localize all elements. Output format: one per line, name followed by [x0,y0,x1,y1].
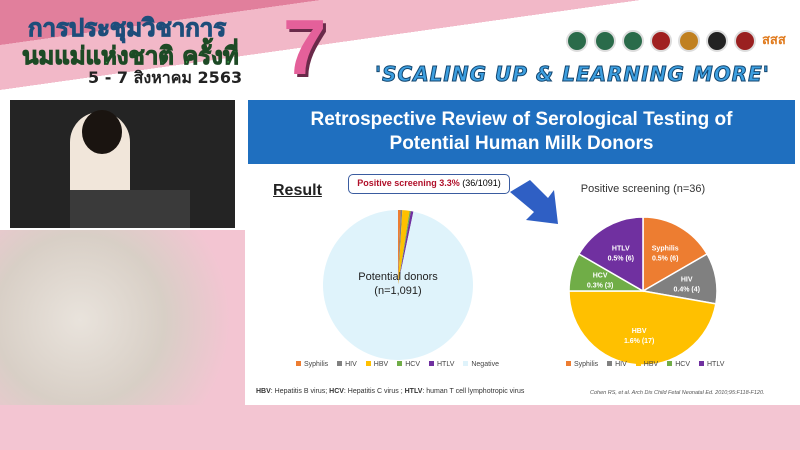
logo-icon [594,30,616,52]
result-heading: Result [273,182,322,199]
legend-swatch [463,361,469,366]
logo-icon [706,30,728,52]
footer-band [0,405,800,450]
slide-title-line2: Potential Human Milk Donors [389,133,654,154]
legend-item: HIV [337,361,357,368]
legend-item: Syphilis [566,361,598,368]
slice-value: 1.6% (17) [624,338,654,345]
banner-date: 5 - 7 สิงหาคม 2563 [88,68,243,87]
legend-item: Negative [463,361,499,368]
slice-label: HTLV [612,246,630,253]
legend-item: Syphilis [296,361,328,368]
pie-center-count: (n=1,091) [374,285,421,297]
left-chart-legend: Syphilis HIV HBV HCV HTLV Negative [296,361,499,368]
charts-svg: Potential donors (n=1,091) Syphilis 0.5% (6… [323,180,718,366]
legend-swatch [337,361,343,366]
speaker-video [10,100,235,228]
callout-count: (36/1091) [459,178,501,188]
banner-tagline: 'SCALING UP & LEARNING MORE' [375,62,770,87]
banner-number: 7 [283,3,327,91]
positive-pie-slice-syphilis [642,216,709,293]
logo-icon [734,30,756,52]
slice-label: HIV [681,276,693,283]
right-chart-title: Positive screening (n=36) [580,183,706,195]
pie-center-label: Potential donors [358,271,438,283]
banner-title-line1: การประชุมวิชาการ [27,14,227,43]
donors-pie-slice-hiv [398,210,403,285]
slice-label: HCV [593,273,608,280]
donors-pie-slice-htlv [398,211,414,285]
legend-item: HCV [397,361,420,368]
logo-icon [650,30,672,52]
legend-swatch [635,361,641,366]
legend-item: HCV [667,361,690,368]
presentation-slide: Retrospective Review of Serological Test… [248,100,795,405]
slide-title: Retrospective Review of Serological Test… [248,100,795,164]
legend-item: HBV [365,361,388,368]
legend-swatch [667,361,673,366]
logo-icon [622,30,644,52]
slice-value: 0.3% (3) [587,283,613,290]
citation: Cohen RS, et al. Arch Dis Child Fetal Ne… [590,390,765,396]
legend-swatch [365,361,371,366]
slice-label: Syphilis [652,246,679,253]
legend-swatch [428,361,434,366]
slice-value: 0.4% (4) [673,286,699,293]
legend-item: HIV [607,361,627,368]
banner-title-line2: นมแม่แห่งชาติ ครั้งที่ [22,42,240,71]
slice-value: 0.5% (6) [652,256,678,263]
donors-pie-slice-negative [323,210,474,360]
callout-bold: Positive screening 3.3% [357,178,460,188]
thaihealth-logo: สสส [762,33,786,48]
legend-swatch [607,361,613,366]
slice-label: HBV [632,328,647,335]
podium [70,190,190,228]
legend-item: HBV [635,361,658,368]
legend-item: HTLV [428,361,454,368]
slice-value: 0.5% (6) [608,256,634,263]
positive-screening-callout: Positive screening 3.3% (36/1091) [348,174,510,194]
legend-item: HTLV [698,361,724,368]
logo-icon [566,30,588,52]
logo-icon [678,30,700,52]
donors-pie-slice-hcv [398,210,411,285]
right-chart-legend: Syphilis HIV HBV HCV HTLV [566,361,724,368]
sponsor-logos: สสส [566,30,786,52]
decorative-child-photo [0,230,245,405]
abbreviation-footnote: HBV: Hepatitis B virus; HCV: Hepatitis C… [256,388,525,395]
donors-pie-slice-syphilis [398,210,401,285]
slide-title-line1: Retrospective Review of Serological Test… [310,109,733,130]
arrow-icon [510,180,558,224]
donors-pie-slice-hbv [398,210,410,285]
speaker-hair [82,110,122,154]
legend-swatch [296,361,301,366]
legend-swatch [698,361,704,366]
legend-swatch [397,361,403,366]
positive-pie-slice-htlv [577,216,644,293]
legend-swatch [566,361,571,366]
